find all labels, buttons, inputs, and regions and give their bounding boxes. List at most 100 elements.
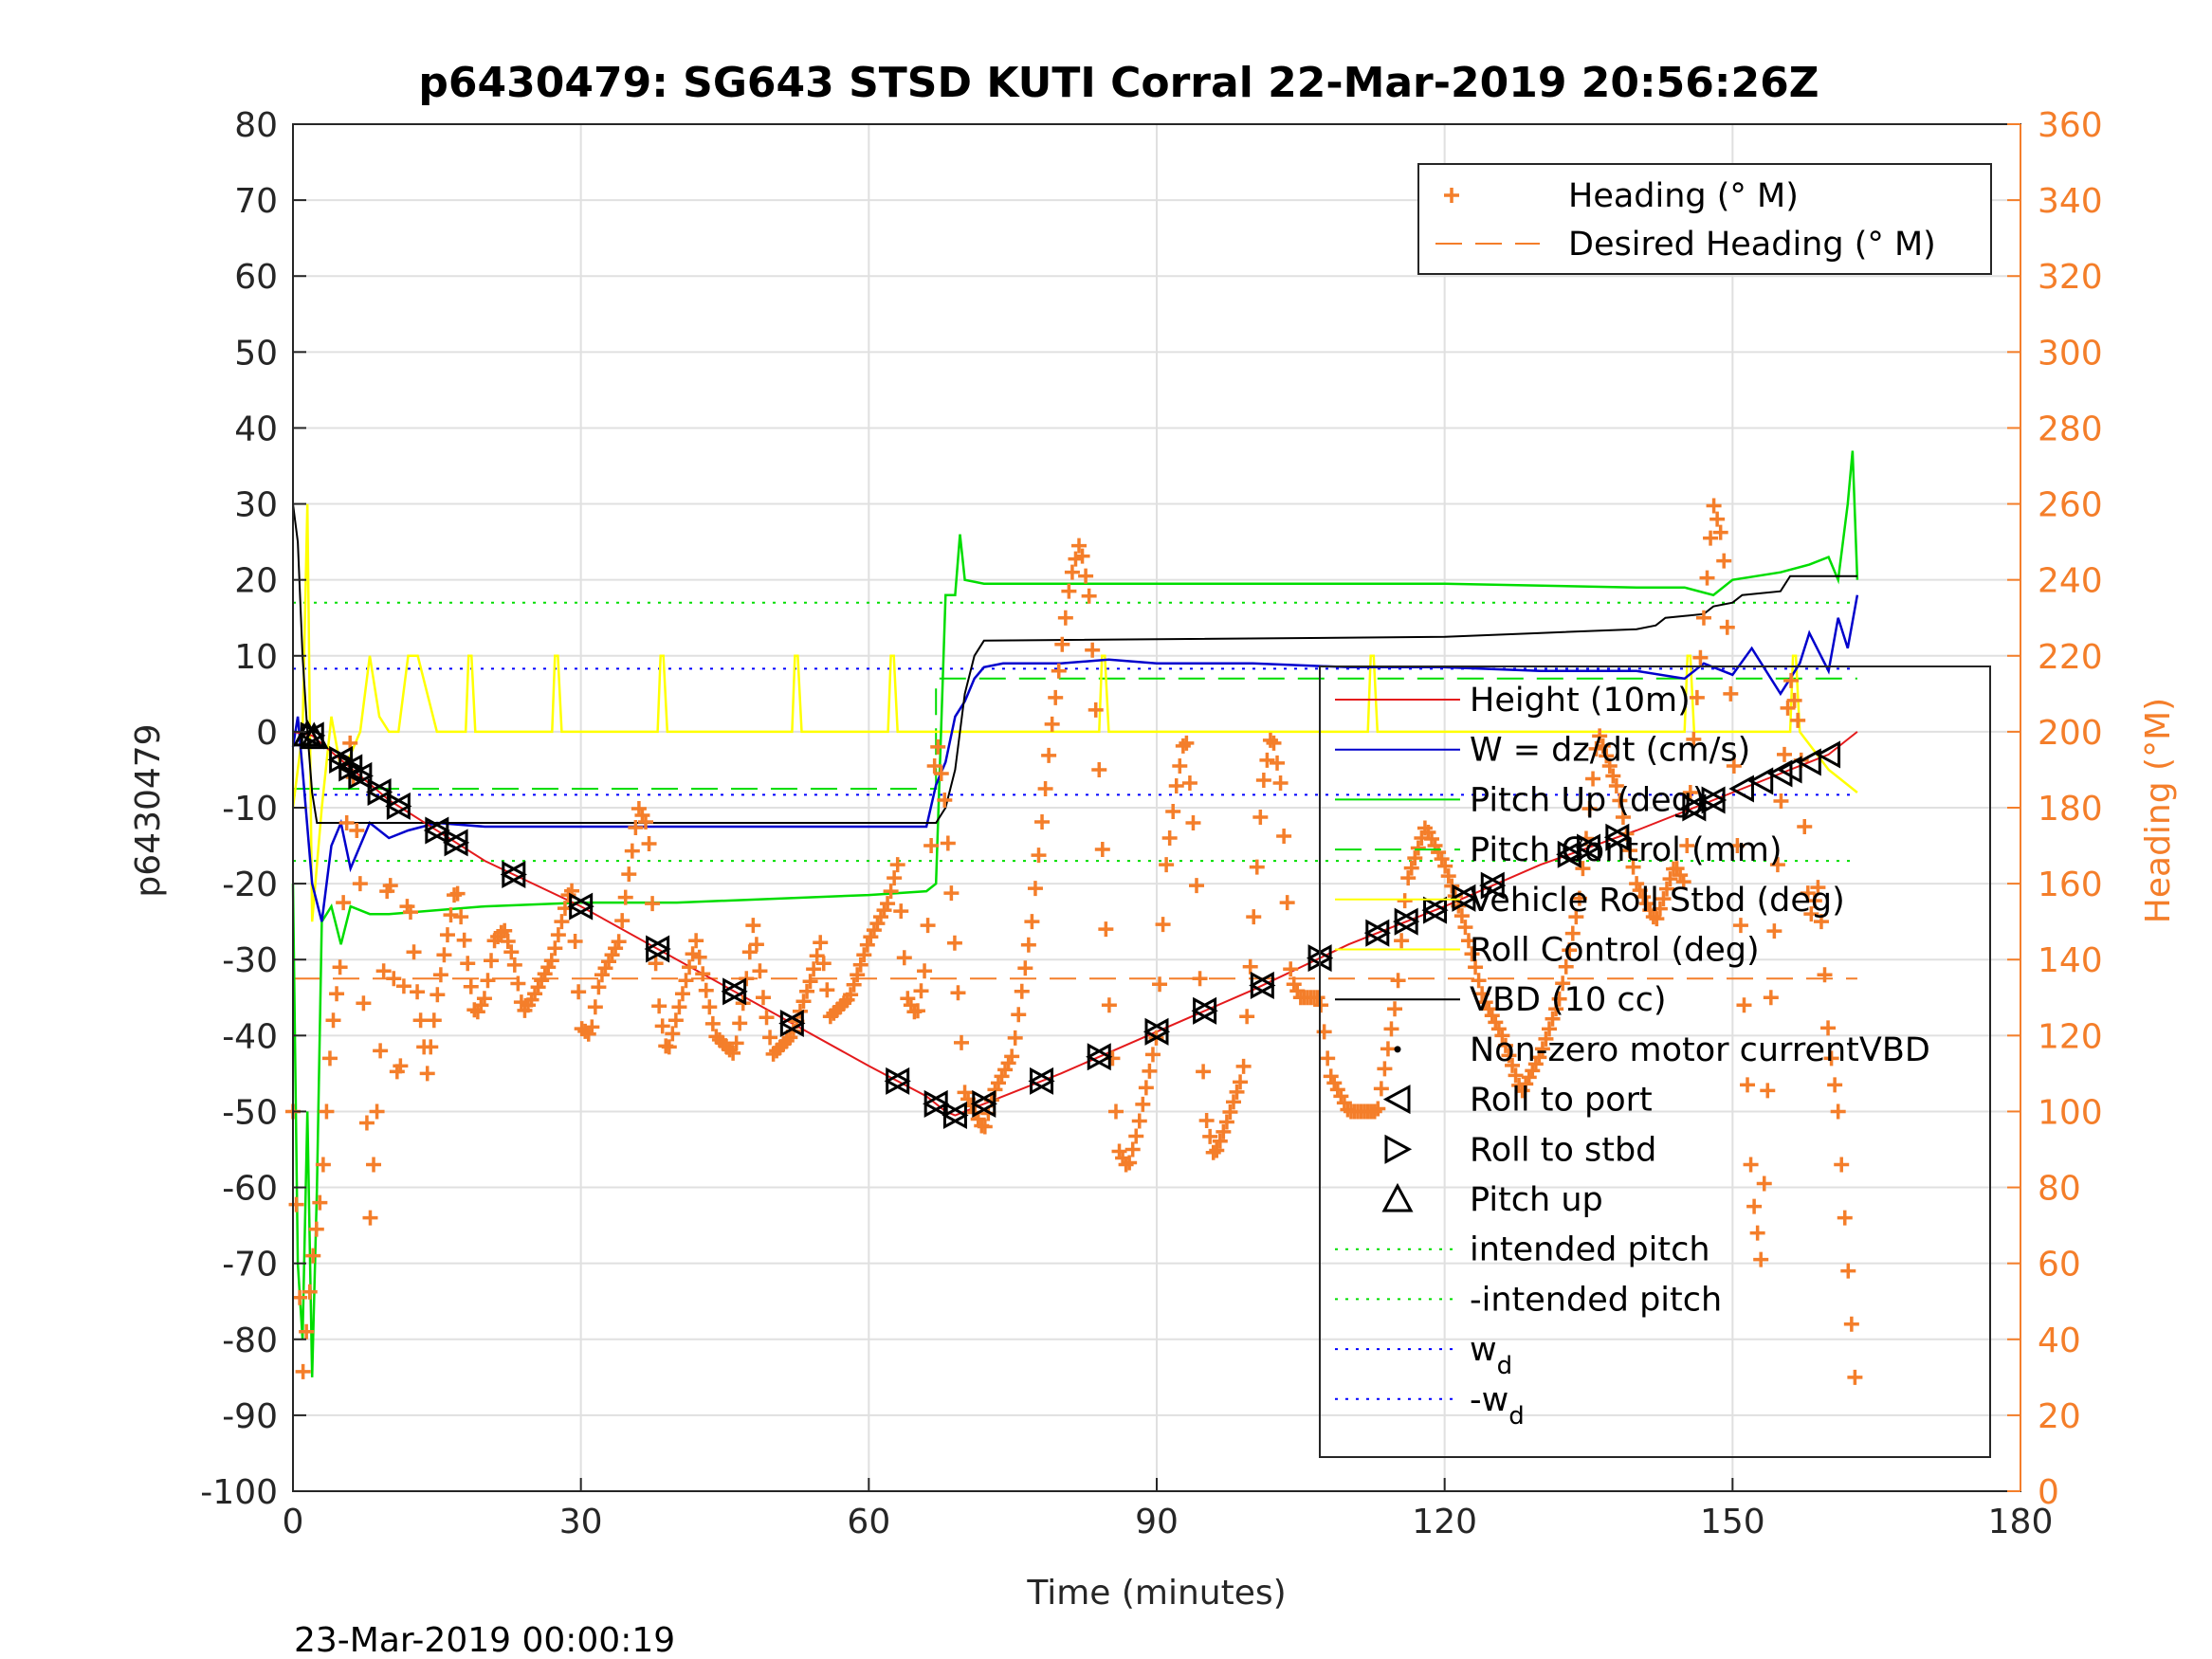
heading-point — [356, 995, 372, 1012]
heading-point — [336, 895, 352, 911]
heading-point — [678, 973, 694, 989]
x-tick-label: 120 — [1412, 1503, 1477, 1541]
heading-point — [513, 994, 529, 1011]
y-tick-label: -40 — [222, 1017, 278, 1056]
heading-point — [624, 843, 640, 859]
roll-to-stbd-marker — [425, 816, 450, 845]
heading-point — [1706, 498, 1722, 514]
heading-point — [909, 1003, 925, 1019]
legend-stbd-sample — [1384, 1134, 1413, 1164]
heading-point — [809, 948, 825, 964]
heading-point — [1192, 971, 1208, 987]
y2-tick-label: 0 — [2038, 1473, 2059, 1512]
heading-point — [1834, 1157, 1850, 1173]
legend-dot-sample — [1394, 1046, 1401, 1053]
legend-label: Roll Control (deg) — [1470, 932, 1760, 970]
heading-point — [1366, 1103, 1382, 1120]
roll-to-stbd-marker — [1250, 971, 1276, 999]
heading-point — [1397, 893, 1413, 909]
heading-point — [1373, 1081, 1389, 1097]
roll-to-port-marker — [1815, 740, 1841, 769]
heading-point — [806, 961, 822, 977]
heading-point — [802, 974, 818, 990]
heading-point — [1716, 553, 1732, 569]
roll-to-stbd-marker — [646, 935, 671, 963]
heading-point — [1387, 1001, 1403, 1017]
heading-point — [315, 1157, 331, 1173]
heading-point — [1041, 747, 1057, 763]
heading-point — [1252, 810, 1269, 826]
roll-to-stbd-marker — [367, 777, 393, 807]
roll-to-stbd-marker — [722, 977, 748, 1006]
heading-point — [375, 963, 392, 979]
heading-point — [500, 933, 516, 949]
heading-point — [493, 924, 509, 940]
heading-point — [1024, 914, 1040, 930]
heading-point — [930, 738, 946, 755]
chart-title: p6430479: SG643 STSD KUTI Corral 22-Mar-… — [418, 59, 1819, 107]
heading-point — [1625, 859, 1641, 875]
heading-point — [725, 1045, 741, 1061]
heading-point — [1165, 804, 1181, 820]
heading-point — [1471, 973, 1487, 989]
heading-point — [856, 947, 872, 963]
heading-point — [1817, 967, 1833, 983]
heading-point — [1249, 859, 1265, 875]
pitch-up-marker — [299, 721, 329, 750]
legend-pitchup-sample — [1381, 1182, 1414, 1212]
heading-point — [406, 944, 422, 960]
heading-point — [1457, 920, 1473, 936]
legend-label: Pitch Up (deg) — [1470, 781, 1706, 819]
heading-point — [1786, 692, 1802, 708]
y-tick-label: 60 — [234, 258, 278, 297]
y2-tick-label: 260 — [2038, 486, 2103, 525]
roll-to-port-marker — [1728, 775, 1754, 803]
roll-to-stbd-marker — [1557, 840, 1583, 868]
y-tick-label: 50 — [234, 334, 278, 373]
heading-point — [883, 884, 899, 900]
heading-point — [1729, 838, 1746, 854]
footer-datestamp: 23-Mar-2019 00:00:19 — [294, 1621, 675, 1659]
y-tick-label: -100 — [200, 1473, 278, 1512]
heading-point — [728, 1035, 744, 1051]
heading-point — [1783, 672, 1800, 688]
heading-point — [1605, 768, 1621, 784]
heading-point — [1272, 775, 1289, 791]
heading-point — [1806, 893, 1822, 909]
heading-point — [1655, 891, 1672, 907]
heading-point — [1037, 780, 1053, 796]
heading-point — [1749, 1225, 1765, 1241]
heading-point — [395, 978, 411, 994]
legend-label: Roll to port — [1470, 1082, 1653, 1120]
heading-point — [1830, 1103, 1846, 1120]
heading-point — [977, 1119, 993, 1135]
heading-point — [1740, 1077, 1756, 1093]
heading-point — [1545, 1011, 1561, 1027]
x-tick-label: 180 — [1988, 1503, 2054, 1541]
heading-point — [571, 984, 587, 1000]
heading-point — [449, 885, 466, 902]
heading-point — [432, 967, 448, 983]
roll-to-stbd-marker — [569, 892, 594, 921]
roll-to-stbd-marker — [1682, 793, 1708, 822]
heading-point — [1800, 885, 1816, 902]
heading-point — [352, 876, 368, 892]
heading-point — [1181, 775, 1197, 791]
y-tick-label: 30 — [234, 486, 278, 525]
heading-point — [1723, 685, 1739, 702]
y-tick-label: -50 — [222, 1093, 278, 1132]
heading-point — [1508, 1067, 1524, 1084]
heading-point — [741, 944, 758, 960]
heading-point — [1756, 1176, 1772, 1192]
heading-point — [1444, 878, 1460, 894]
heading-point — [1820, 1020, 1837, 1036]
roll-to-stbd-marker — [1144, 1017, 1171, 1046]
heading-point — [591, 979, 607, 995]
y2-tick-label: 180 — [2038, 790, 2103, 829]
heading-point — [1007, 1030, 1023, 1046]
heading-point — [295, 1363, 311, 1379]
heading-point — [547, 940, 563, 957]
heading-point — [510, 975, 526, 992]
legend-label: Non-zero motor currentVBD — [1470, 1031, 1930, 1069]
heading-point — [628, 820, 644, 836]
